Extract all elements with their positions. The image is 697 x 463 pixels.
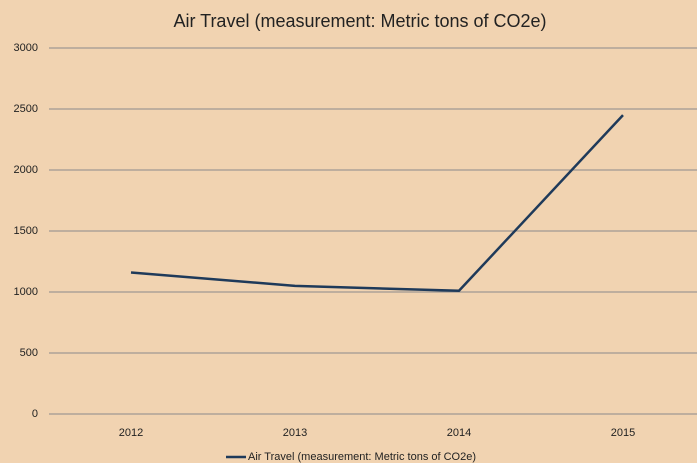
y-tick-label: 2000 [14, 164, 38, 176]
data-line [130, 114, 624, 293]
chart-title: Air Travel (measurement: Metric tons of … [173, 11, 546, 31]
legend-label: Air Travel (measurement: Metric tons of … [248, 451, 476, 463]
x-tick-label: 2015 [611, 427, 635, 439]
x-tick-label: 2012 [119, 427, 143, 439]
y-tick-label: 0 [32, 408, 38, 420]
y-tick-label: 500 [20, 347, 38, 359]
y-tick-label: 1500 [14, 225, 38, 237]
y-tick-label: 2500 [14, 103, 38, 115]
y-tick-label: 1000 [14, 286, 38, 298]
x-tick-label: 2014 [447, 427, 471, 439]
x-tick-label: 2013 [283, 427, 307, 439]
y-tick-label: 3000 [14, 42, 38, 54]
